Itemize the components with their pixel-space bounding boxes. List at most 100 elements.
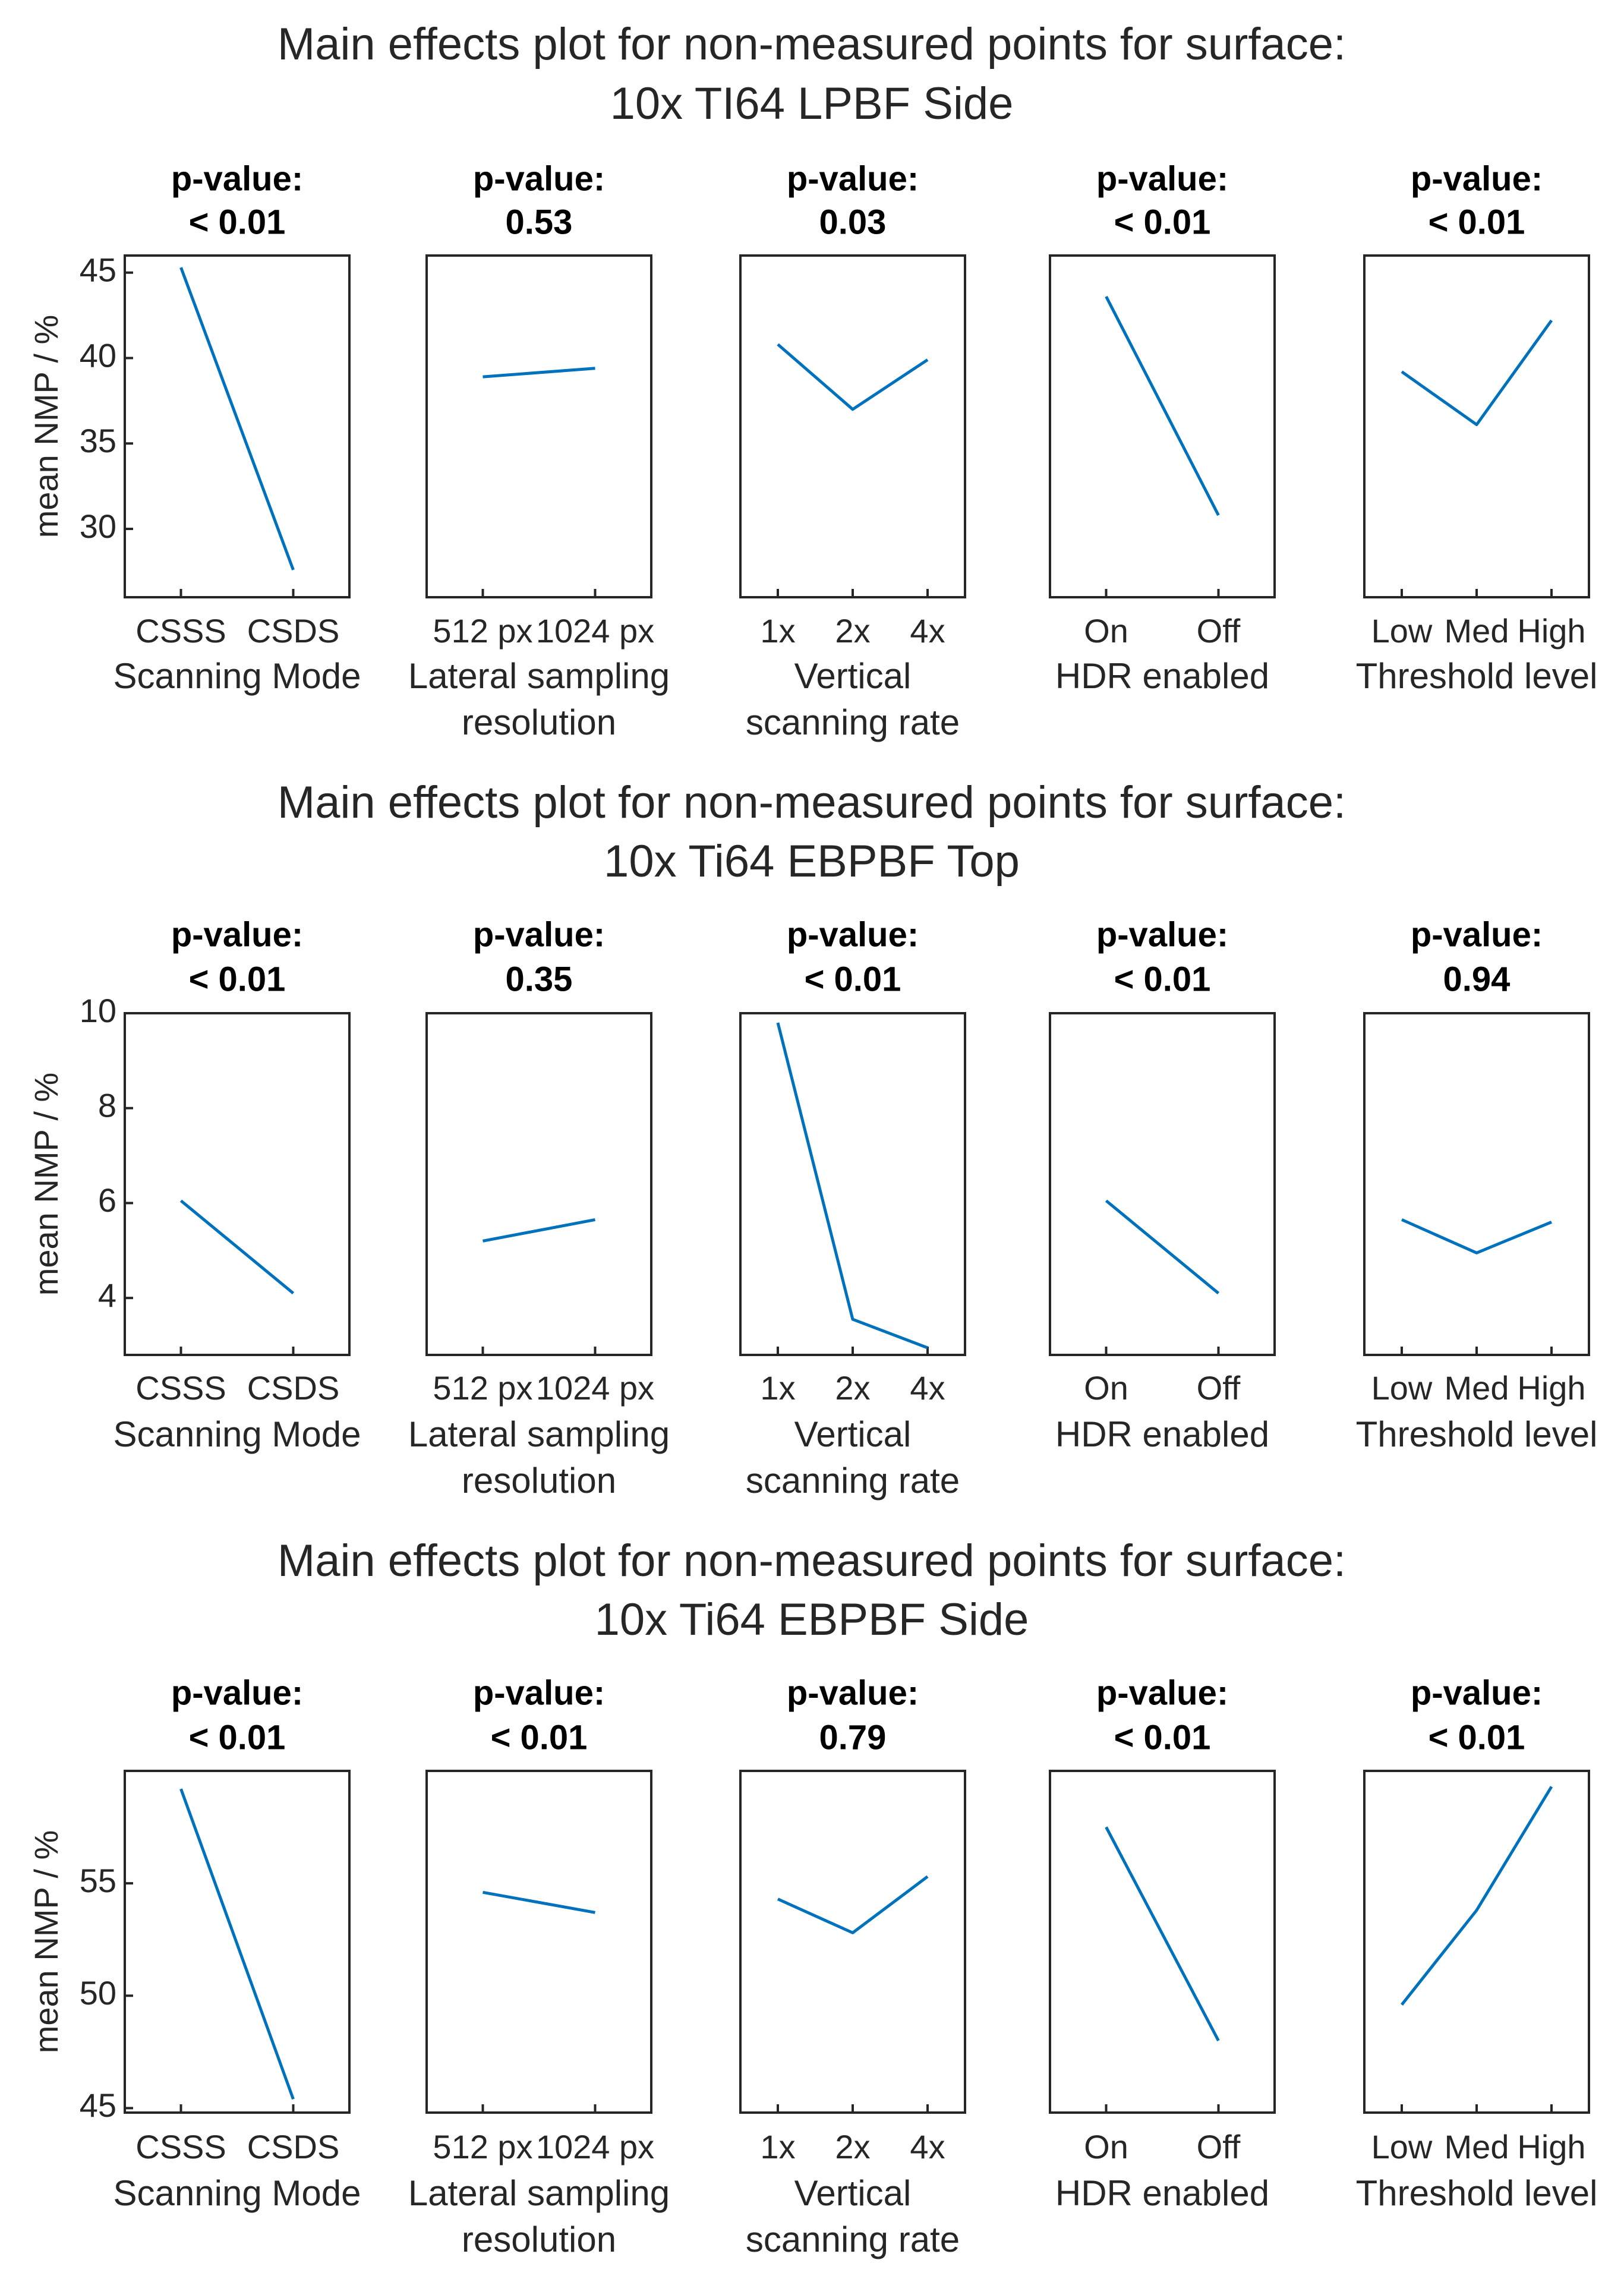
x-tick-label: Off bbox=[1197, 2128, 1241, 2165]
x-tick-label: On bbox=[1084, 612, 1128, 650]
chart-title-line-2: 10x TI64 LPBF Side bbox=[610, 78, 1014, 129]
x-tick-label: 1024 px bbox=[536, 2128, 654, 2165]
y-tick-label: 50 bbox=[80, 1974, 116, 2012]
y-tick-label: 40 bbox=[80, 336, 116, 374]
axes-box bbox=[739, 1770, 966, 2114]
y-tick-label: 55 bbox=[80, 1862, 116, 1899]
axes-box bbox=[425, 1770, 652, 2114]
main-effect-line bbox=[777, 1875, 929, 1934]
p-value-label: p-value: bbox=[1096, 915, 1228, 954]
y-tick-label: 45 bbox=[80, 251, 116, 289]
x-axis-label: Vertical bbox=[794, 2173, 912, 2213]
p-value-label: p-value: bbox=[1096, 1673, 1228, 1712]
axes-box bbox=[124, 254, 351, 598]
x-tick-label: 4x bbox=[910, 1369, 945, 1407]
chart-title-line-1: Main effects plot for non-measured point… bbox=[278, 777, 1346, 828]
y-axis-label: mean NMP / % bbox=[27, 1073, 65, 1296]
x-tick-label: 2x bbox=[835, 2128, 870, 2165]
x-axis-label: Scanning Mode bbox=[113, 2173, 361, 2213]
axes-box bbox=[739, 254, 966, 598]
y-tick-label: 8 bbox=[98, 1087, 116, 1124]
axes-box bbox=[1049, 254, 1276, 598]
p-value-label: p-value: bbox=[171, 915, 303, 954]
x-tick-label: 1024 px bbox=[536, 612, 654, 650]
x-axis-label: resolution bbox=[462, 2220, 616, 2259]
axes-box bbox=[1049, 1012, 1276, 1356]
x-tick-label: Med bbox=[1445, 1369, 1509, 1407]
x-tick-label: 512 px bbox=[433, 2128, 532, 2165]
x-tick-label: CSSS bbox=[135, 612, 226, 650]
main-effect-line bbox=[776, 1022, 928, 1350]
p-value-label: p-value: bbox=[1096, 159, 1228, 198]
x-tick-label: Off bbox=[1197, 1369, 1241, 1407]
main-effect-line bbox=[483, 1890, 595, 1914]
p-value: 0.94 bbox=[1443, 960, 1511, 998]
x-axis-label: scanning rate bbox=[746, 702, 960, 742]
x-axis-label: HDR enabled bbox=[1055, 656, 1269, 696]
y-tick-label: 45 bbox=[80, 2086, 116, 2124]
p-value: < 0.01 bbox=[189, 960, 286, 998]
chart-title-line-1: Main effects plot for non-measured point… bbox=[278, 1536, 1346, 1586]
chart-title-line-2: 10x Ti64 EBPBF Top bbox=[604, 836, 1020, 887]
x-axis-label: Threshold level bbox=[1356, 2173, 1598, 2213]
x-tick-label: High bbox=[1517, 2128, 1585, 2165]
x-axis-label: Scanning Mode bbox=[113, 1414, 361, 1454]
x-axis-label: Vertical bbox=[794, 1414, 912, 1454]
main-effect-line bbox=[1105, 295, 1220, 516]
x-axis-label: Threshold level bbox=[1356, 1414, 1598, 1454]
x-axis-label: Vertical bbox=[794, 656, 912, 696]
p-value-label: p-value: bbox=[171, 159, 303, 198]
x-tick-label: Low bbox=[1371, 612, 1433, 650]
p-value-label: p-value: bbox=[473, 1673, 605, 1712]
x-tick-label: 4x bbox=[910, 612, 945, 650]
x-axis-label: Lateral sampling bbox=[408, 656, 670, 696]
x-tick-label: CSSS bbox=[135, 2128, 226, 2165]
main-effect-line bbox=[179, 1199, 295, 1295]
p-value: < 0.01 bbox=[1114, 1718, 1211, 1757]
x-tick-label: CSDS bbox=[247, 1369, 340, 1407]
y-tick-label: 30 bbox=[80, 508, 116, 545]
main-effect-line bbox=[777, 343, 929, 411]
p-value-label: p-value: bbox=[787, 1673, 919, 1712]
axes-box bbox=[425, 1012, 652, 1356]
x-axis-label: resolution bbox=[462, 1461, 616, 1501]
p-value: < 0.01 bbox=[1114, 960, 1211, 998]
x-tick-label: 2x bbox=[835, 612, 870, 650]
axes-box bbox=[1363, 254, 1590, 598]
y-axis-label: mean NMP / % bbox=[27, 1830, 65, 2054]
main-effect-line bbox=[483, 1218, 595, 1243]
x-axis-label: HDR enabled bbox=[1055, 1414, 1269, 1454]
axes-box bbox=[739, 1012, 966, 1356]
p-value: < 0.01 bbox=[491, 1718, 588, 1757]
axes-box bbox=[1049, 1770, 1276, 2114]
x-axis-label: HDR enabled bbox=[1055, 2173, 1269, 2213]
axes-box bbox=[124, 1012, 351, 1356]
p-value-label: p-value: bbox=[1411, 1673, 1543, 1712]
p-value-label: p-value: bbox=[787, 159, 919, 198]
y-axis-label: mean NMP / % bbox=[27, 315, 65, 538]
x-tick-label: On bbox=[1084, 2128, 1128, 2165]
y-tick-label: 10 bbox=[80, 992, 116, 1029]
x-axis-label: Threshold level bbox=[1356, 656, 1598, 696]
p-value: 0.53 bbox=[506, 203, 573, 241]
chart-title-line-2: 10x Ti64 EBPBF Side bbox=[595, 1594, 1029, 1645]
y-tick-label: 35 bbox=[80, 422, 116, 459]
p-value-label: p-value: bbox=[1411, 915, 1543, 954]
p-value: < 0.01 bbox=[1114, 203, 1211, 241]
main-effect-line bbox=[1401, 1786, 1553, 2006]
x-tick-label: Med bbox=[1445, 612, 1509, 650]
x-tick-label: 2x bbox=[835, 1369, 870, 1407]
x-tick-label: 512 px bbox=[433, 612, 532, 650]
x-axis-label: scanning rate bbox=[746, 2220, 960, 2259]
p-value: < 0.01 bbox=[189, 203, 286, 241]
p-value-label: p-value: bbox=[473, 159, 605, 198]
x-tick-label: High bbox=[1517, 1369, 1585, 1407]
p-value: 0.03 bbox=[819, 203, 887, 241]
x-tick-label: 4x bbox=[910, 2128, 945, 2165]
x-tick-label: On bbox=[1084, 1369, 1128, 1407]
x-tick-label: High bbox=[1517, 612, 1585, 650]
x-axis-label: Lateral sampling bbox=[408, 2173, 670, 2213]
main-effect-line bbox=[1105, 1199, 1220, 1295]
p-value: < 0.01 bbox=[189, 1718, 286, 1757]
x-tick-label: 1x bbox=[760, 1369, 795, 1407]
